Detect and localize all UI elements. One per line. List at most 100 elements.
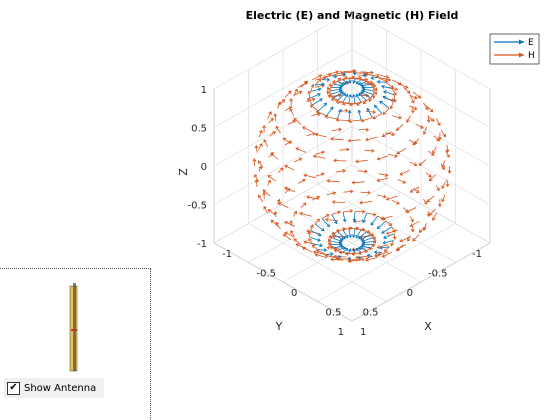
h-field-arrow — [432, 213, 437, 221]
h-field-arrow — [418, 159, 427, 166]
h-field-arrow — [267, 111, 272, 119]
legend-h-label: H — [528, 51, 535, 61]
h-field-arrow — [369, 244, 374, 251]
h-field-arrow — [284, 164, 295, 171]
e-field-arrow — [347, 256, 351, 261]
e-field-arrow — [379, 245, 390, 250]
h-field-arrow — [268, 151, 274, 158]
h-field-arrow — [327, 86, 332, 95]
grid-line-wall — [213, 10, 353, 90]
e-field-arrow — [342, 229, 349, 239]
h-field-arrow — [354, 209, 366, 214]
h-field-arrow — [391, 199, 400, 205]
e-field-arrow — [347, 248, 352, 254]
h-field-arrow — [268, 117, 274, 124]
legend[interactable]: E H — [489, 33, 540, 65]
h-field-arrow — [376, 155, 389, 161]
e-field-arrow — [381, 226, 392, 234]
antenna-panel — [0, 268, 151, 420]
e-field-arrow — [352, 248, 357, 254]
e-field-arrow — [382, 233, 395, 239]
h-field-arrow — [360, 256, 373, 261]
h-field-arrow — [257, 160, 264, 168]
h-field-arrow — [301, 126, 313, 133]
z-tick-label: -0.5 — [187, 201, 207, 212]
h-field-arrow — [301, 246, 313, 253]
e-field-arrow — [310, 229, 322, 237]
x-tick-label: -0.5 — [257, 269, 277, 280]
h-field-arrow — [365, 257, 378, 262]
legend-h-arrowhead — [519, 52, 524, 58]
grid-line-wall — [351, 10, 491, 90]
h-field-arrow — [335, 118, 350, 123]
e-field-arrow — [347, 109, 352, 121]
h-field-arrow — [445, 150, 450, 158]
h-field-arrow — [385, 229, 398, 235]
h-field-arrow — [254, 179, 259, 188]
h-field-arrow — [410, 216, 414, 223]
h-field-arrow — [277, 99, 286, 107]
h-field-arrow — [380, 215, 393, 221]
e-field-arrow — [333, 244, 345, 249]
h-field-arrow — [385, 195, 398, 201]
y-tick-label: -1 — [472, 249, 482, 260]
h-field-arrow — [385, 132, 396, 137]
h-field-arrow — [276, 198, 281, 205]
e-field-arrow — [355, 229, 362, 239]
h-field-arrow — [290, 229, 294, 237]
e-field-arrow — [370, 75, 378, 80]
h-field-arrow — [402, 207, 409, 213]
y-tick-label: 0.5 — [363, 308, 379, 319]
h-field-arrows — [252, 69, 452, 263]
h-field-arrow — [343, 189, 354, 194]
x-tick-label: 0.5 — [326, 308, 342, 319]
h-field-arrow — [415, 123, 424, 129]
h-field-arrow — [447, 165, 452, 174]
h-field-arrow — [275, 221, 281, 230]
h-field-arrow — [372, 87, 377, 95]
h-field-arrow — [422, 223, 427, 231]
h-field-arrow — [312, 250, 326, 255]
h-field-arrow — [294, 90, 303, 96]
h-field-arrow — [395, 124, 404, 131]
e-field-arrow — [347, 78, 352, 84]
h-field-arrow — [378, 173, 389, 177]
show-antenna-checkbox[interactable]: ✔ Show Antenna — [4, 378, 104, 398]
h-field-arrow — [321, 214, 330, 219]
e-field-arrow — [314, 223, 325, 232]
e-field-arrow — [382, 90, 395, 96]
h-field-arrow — [406, 115, 411, 123]
e-field-arrow — [342, 72, 346, 76]
h-field-arrow — [262, 189, 271, 197]
h-field-arrow — [426, 114, 431, 123]
h-field-arrow — [284, 140, 293, 146]
e-field-arrow — [314, 82, 325, 87]
h-field-arrow — [307, 97, 313, 106]
e-field-arrow — [355, 93, 362, 103]
h-field-arrow — [311, 195, 321, 201]
h-field-arrow — [391, 88, 397, 96]
e-field-arrow — [331, 74, 338, 79]
h-field-arrow — [326, 179, 340, 183]
h-field-arrow — [324, 217, 339, 222]
checkbox-label: Show Antenna — [24, 382, 97, 394]
h-field-arrow — [437, 199, 442, 208]
h-field-arrow — [409, 161, 418, 167]
y-tick-label: 1 — [338, 327, 344, 338]
checkbox-box[interactable]: ✔ — [7, 381, 20, 395]
grid-line-floor — [213, 242, 353, 322]
e-field-arrow — [337, 246, 347, 251]
h-field-arrow — [426, 210, 431, 218]
h-field-arrow — [284, 187, 291, 194]
e-field-arrow — [348, 228, 352, 239]
h-field-arrow — [275, 125, 281, 134]
x-tick-label: -1 — [222, 249, 232, 260]
e-field-arrow — [337, 231, 346, 240]
tick-labels: -1 -0.5 0 0.5 1 -1 -0.5 0 0.5 1 -1 -0.5 0 0.5 1 — [187, 85, 482, 338]
h-field-arrow — [440, 129, 447, 138]
h-field-arrow — [254, 144, 259, 153]
e-field-arrow — [376, 220, 387, 230]
h-field-arrow — [258, 165, 263, 172]
e-field-arrow — [359, 244, 371, 249]
